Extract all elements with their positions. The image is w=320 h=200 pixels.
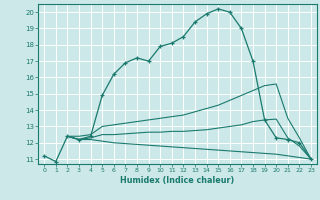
X-axis label: Humidex (Indice chaleur): Humidex (Indice chaleur)	[120, 176, 235, 185]
